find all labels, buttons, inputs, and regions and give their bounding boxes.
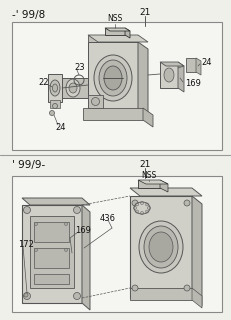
Bar — [34, 248, 69, 268]
Polygon shape — [192, 288, 202, 308]
Ellipse shape — [91, 98, 100, 106]
Circle shape — [140, 212, 143, 214]
Circle shape — [34, 222, 37, 226]
Circle shape — [132, 285, 138, 291]
Polygon shape — [196, 58, 201, 75]
Polygon shape — [88, 35, 138, 55]
Circle shape — [136, 210, 139, 213]
Polygon shape — [160, 180, 168, 192]
Polygon shape — [138, 42, 148, 122]
Ellipse shape — [94, 55, 132, 101]
Polygon shape — [192, 196, 202, 306]
Circle shape — [52, 103, 58, 108]
Ellipse shape — [144, 226, 178, 268]
Polygon shape — [138, 180, 160, 188]
Ellipse shape — [139, 221, 183, 273]
Circle shape — [73, 292, 80, 300]
Polygon shape — [88, 35, 148, 42]
Bar — [12, 176, 222, 312]
Circle shape — [146, 210, 149, 213]
Text: 169: 169 — [75, 226, 91, 235]
Text: 21: 21 — [139, 160, 151, 169]
Polygon shape — [160, 62, 178, 88]
Ellipse shape — [50, 80, 60, 96]
Polygon shape — [138, 180, 168, 184]
Text: NSS: NSS — [107, 14, 123, 23]
Circle shape — [146, 203, 149, 206]
Text: 23: 23 — [74, 62, 85, 71]
Text: 436: 436 — [100, 213, 116, 222]
Ellipse shape — [149, 232, 173, 262]
Circle shape — [140, 202, 143, 204]
Circle shape — [148, 206, 151, 210]
Text: NSS: NSS — [141, 171, 157, 180]
Circle shape — [64, 222, 67, 226]
Bar — [34, 222, 69, 242]
Text: -' 99/8: -' 99/8 — [12, 10, 45, 20]
Polygon shape — [178, 62, 184, 92]
Circle shape — [24, 292, 30, 300]
Text: 169: 169 — [185, 78, 201, 87]
Circle shape — [132, 200, 138, 206]
Polygon shape — [130, 288, 192, 300]
Bar — [30, 216, 74, 288]
Polygon shape — [22, 198, 90, 205]
Ellipse shape — [66, 79, 80, 97]
Circle shape — [34, 249, 37, 252]
Polygon shape — [125, 28, 130, 38]
Polygon shape — [82, 205, 90, 310]
Ellipse shape — [99, 60, 127, 96]
Text: 21: 21 — [139, 8, 151, 17]
Polygon shape — [22, 205, 82, 303]
Circle shape — [24, 293, 28, 297]
Polygon shape — [48, 74, 62, 102]
Text: 172: 172 — [18, 239, 34, 249]
Polygon shape — [50, 100, 60, 108]
Circle shape — [184, 285, 190, 291]
Circle shape — [136, 203, 139, 206]
Polygon shape — [105, 28, 125, 35]
Circle shape — [134, 206, 137, 210]
Polygon shape — [143, 108, 153, 127]
Text: 24: 24 — [201, 58, 212, 67]
Polygon shape — [58, 78, 88, 98]
Polygon shape — [160, 62, 184, 66]
Polygon shape — [88, 42, 138, 115]
Polygon shape — [83, 108, 143, 120]
Polygon shape — [130, 188, 202, 196]
Polygon shape — [105, 28, 130, 31]
Polygon shape — [88, 95, 103, 108]
Bar — [34, 274, 69, 284]
Circle shape — [73, 206, 80, 213]
Text: 24: 24 — [55, 123, 66, 132]
Polygon shape — [130, 196, 192, 298]
Circle shape — [184, 200, 190, 206]
Bar — [12, 22, 222, 150]
Polygon shape — [186, 58, 196, 72]
Ellipse shape — [52, 84, 58, 92]
Circle shape — [64, 249, 67, 252]
Ellipse shape — [104, 66, 122, 90]
Circle shape — [49, 110, 55, 116]
Ellipse shape — [69, 83, 77, 93]
Text: ' 99/9-: ' 99/9- — [12, 160, 45, 170]
Ellipse shape — [164, 68, 174, 82]
Circle shape — [24, 206, 30, 213]
Text: 22: 22 — [38, 77, 49, 86]
